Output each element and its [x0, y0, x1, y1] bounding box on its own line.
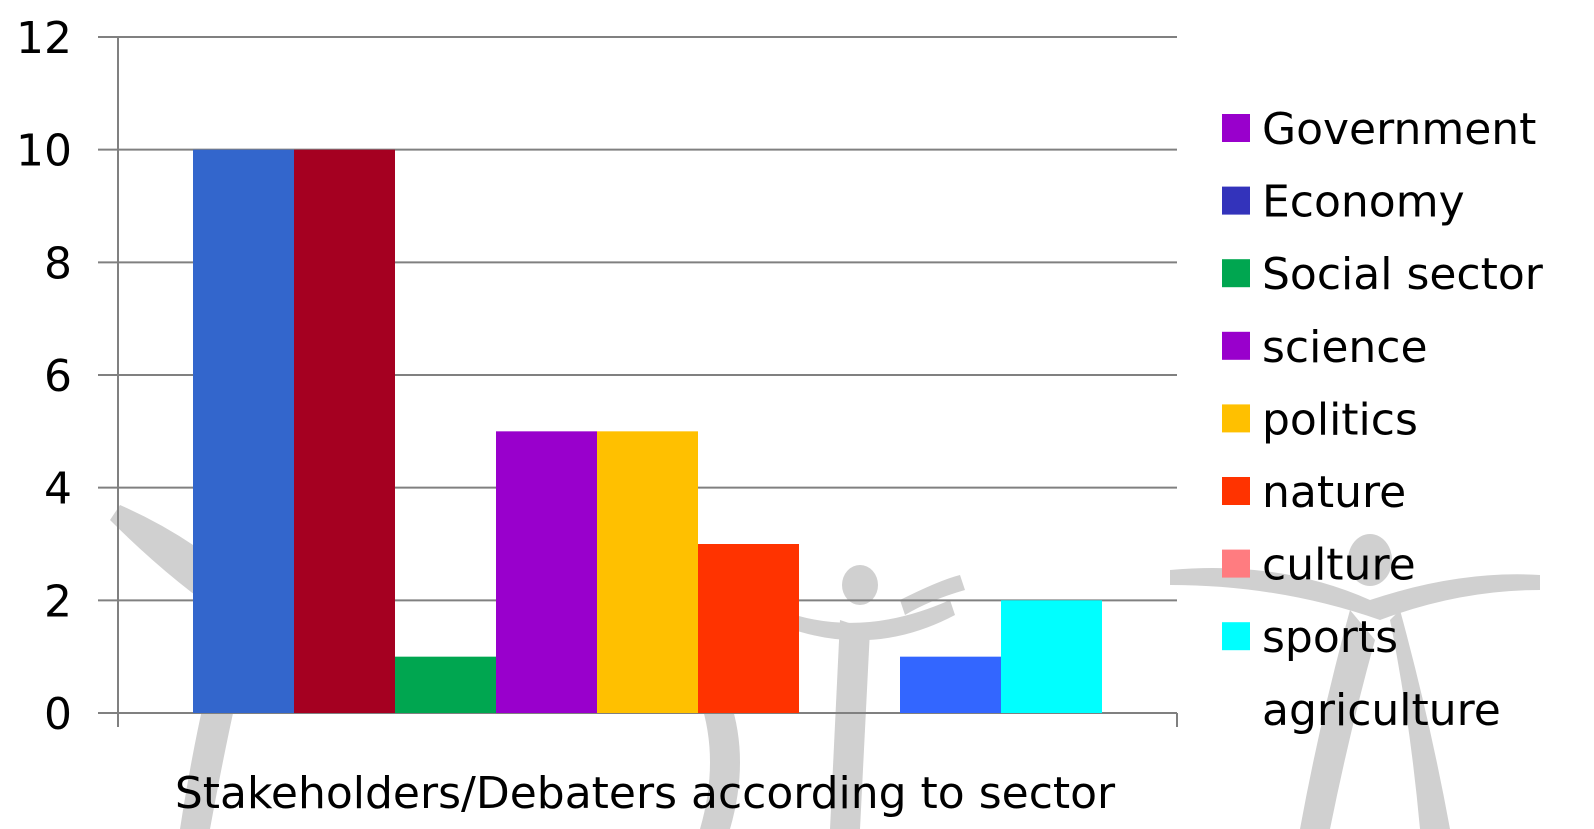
y-tick-label: 10 — [16, 126, 72, 177]
y-tick-label: 0 — [44, 689, 72, 740]
legend-label: Government — [1262, 104, 1536, 155]
legend-label: Economy — [1262, 177, 1465, 228]
legend-label: science — [1262, 322, 1428, 373]
legend-label: nature — [1262, 467, 1406, 518]
legend-label: culture — [1262, 540, 1416, 591]
legend-label: politics — [1262, 394, 1418, 445]
y-tick-label: 4 — [44, 464, 72, 515]
bar-sports — [900, 656, 1001, 713]
bar-science — [496, 431, 597, 713]
x-axis-title: Stakeholders/Debaters according to secto… — [175, 768, 1116, 819]
legend-swatch-science — [1222, 331, 1250, 360]
y-tick-label: 8 — [44, 238, 72, 289]
legend-swatch-social-sector — [1222, 259, 1250, 288]
legend-label: Social sector — [1262, 249, 1544, 300]
legend-swatch-economy — [1222, 186, 1250, 215]
y-tick-label: 12 — [16, 13, 72, 64]
bar-politics — [597, 431, 698, 713]
legend-swatch-government — [1222, 114, 1250, 142]
y-tick-label: 2 — [44, 576, 72, 627]
legend-label: sports — [1262, 612, 1398, 663]
bar-economy — [294, 149, 395, 713]
legend-swatch-agriculture — [1222, 694, 1250, 723]
legend: Government Economy Social sector science pol… — [1222, 104, 1544, 736]
bar-government — [193, 149, 294, 713]
legend-swatch-culture — [1222, 549, 1250, 578]
legend-swatch-politics — [1222, 404, 1250, 433]
legend-swatch-sports — [1222, 622, 1250, 651]
y-tick-label: 6 — [44, 351, 72, 402]
legend-label: agriculture — [1262, 685, 1501, 736]
bars — [193, 149, 1102, 713]
y-axis-tick-labels: 0 2 4 6 8 10 12 — [16, 13, 72, 740]
bar-social-sector — [395, 656, 496, 713]
legend-swatch-nature — [1222, 477, 1250, 505]
bar-agriculture — [1001, 600, 1102, 713]
bar-nature — [698, 544, 799, 713]
